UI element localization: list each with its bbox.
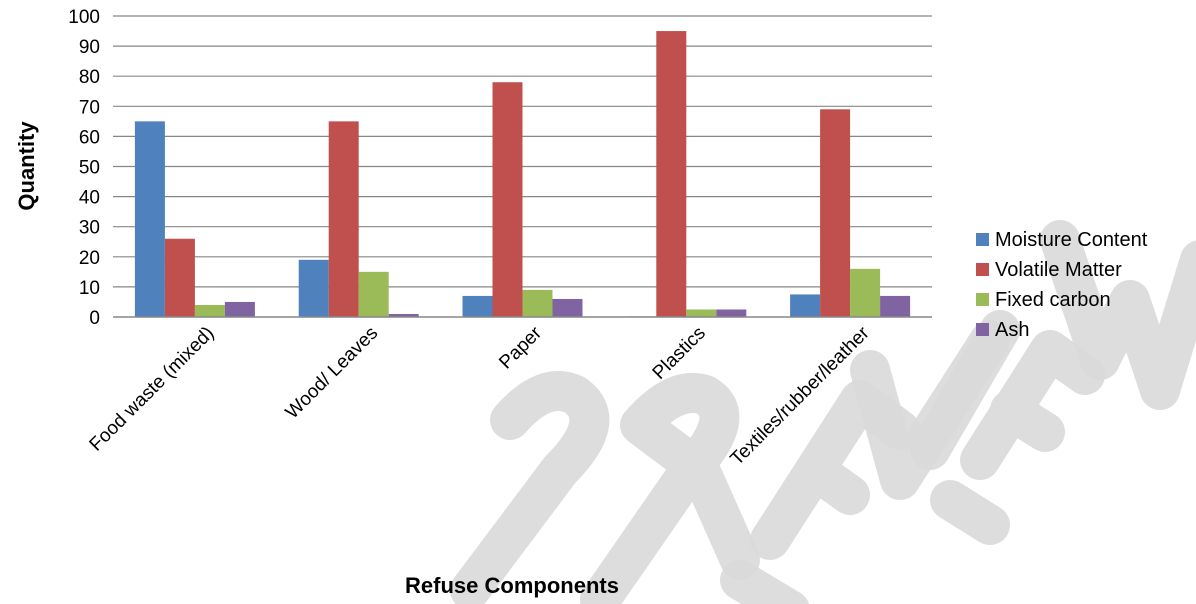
x-category-label: Wood/ Leaves bbox=[282, 323, 382, 423]
legend-label: Moisture Content bbox=[995, 229, 1148, 251]
bar-fixed-carbon bbox=[522, 289, 553, 317]
x-axis-title: Refuse Components bbox=[405, 573, 619, 598]
bar-moisture-content bbox=[134, 121, 165, 317]
legend-swatch bbox=[976, 293, 989, 306]
bar-ash bbox=[224, 301, 255, 317]
y-axis-ticks: 0 10 20 30 40 50 60 70 80 90 100 bbox=[68, 7, 100, 329]
y-tick-label: 80 bbox=[79, 67, 100, 88]
y-tick-label: 30 bbox=[79, 218, 100, 239]
y-tick-label: 10 bbox=[79, 278, 100, 299]
x-category-label: Food waste (mixed) bbox=[86, 323, 219, 456]
y-tick-label: 50 bbox=[79, 158, 100, 179]
y-tick-label: 0 bbox=[89, 308, 100, 329]
bar-moisture-content bbox=[462, 295, 493, 317]
bar-volatile-matter bbox=[492, 82, 523, 317]
legend: Moisture Content Volatile Matter Fixed car… bbox=[976, 229, 1148, 341]
legend-swatch bbox=[976, 323, 989, 336]
y-tick-label: 90 bbox=[79, 37, 100, 58]
bar-ash bbox=[552, 298, 583, 317]
bar-volatile-matter bbox=[820, 109, 851, 317]
bar-volatile-matter bbox=[328, 121, 359, 317]
y-tick-label: 100 bbox=[68, 7, 100, 28]
bar-ash bbox=[388, 313, 419, 317]
bar-volatile-matter bbox=[656, 31, 687, 318]
legend-label: Ash bbox=[995, 319, 1029, 341]
y-tick-label: 40 bbox=[79, 188, 100, 209]
bar-fixed-carbon bbox=[686, 309, 717, 317]
bar-fixed-carbon bbox=[194, 304, 225, 317]
legend-swatch bbox=[976, 233, 989, 246]
legend-label: Volatile Matter bbox=[995, 259, 1122, 281]
y-tick-label: 60 bbox=[79, 127, 100, 148]
x-axis-categories: Food waste (mixed) Wood/ Leaves Paper Plast… bbox=[86, 322, 874, 470]
bars bbox=[134, 31, 911, 318]
bar-volatile-matter bbox=[164, 238, 195, 317]
y-tick-label: 20 bbox=[79, 248, 100, 269]
y-axis-title: Quantity bbox=[14, 121, 39, 211]
bar-ash bbox=[880, 295, 911, 317]
bar-fixed-carbon bbox=[358, 271, 389, 317]
watermark bbox=[450, 220, 1196, 604]
bar-ash bbox=[716, 309, 747, 317]
legend-label: Fixed carbon bbox=[995, 289, 1111, 311]
x-category-label: Paper bbox=[495, 322, 546, 373]
bar-moisture-content bbox=[298, 259, 329, 317]
bar-fixed-carbon bbox=[850, 268, 881, 317]
legend-swatch bbox=[976, 263, 989, 276]
bar-moisture-content bbox=[790, 294, 821, 317]
y-tick-label: 70 bbox=[79, 97, 100, 118]
